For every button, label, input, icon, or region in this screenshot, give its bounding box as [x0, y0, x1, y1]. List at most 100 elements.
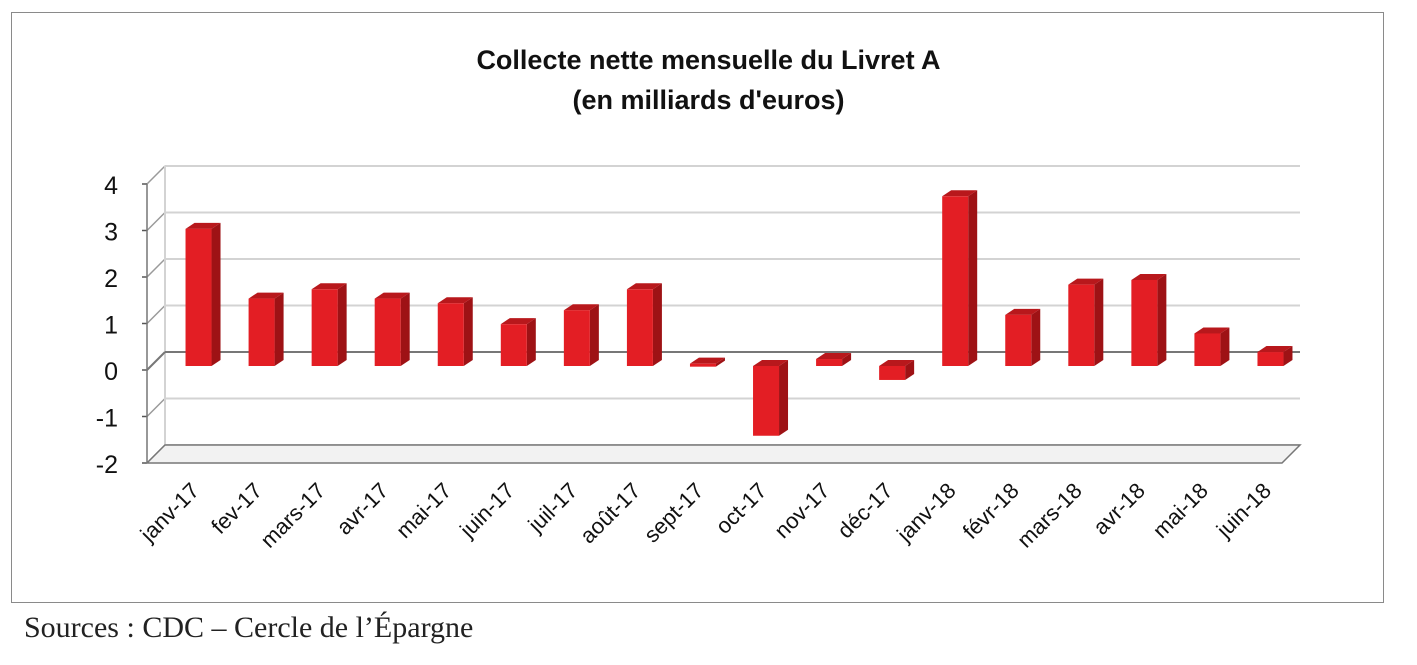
y-tick-label: 2 [104, 265, 118, 293]
bar-side [211, 222, 221, 366]
bar-side [274, 292, 284, 366]
bar-front [563, 310, 590, 366]
bar-front [1131, 279, 1158, 366]
x-tick-label: oct-17 [711, 478, 772, 539]
bar-top [185, 222, 221, 229]
grid-connector [146, 211, 166, 232]
bar [437, 297, 473, 366]
bar-top [1131, 273, 1167, 280]
bar-side [715, 357, 725, 367]
zero-line-connector [146, 351, 166, 371]
bar-front [1068, 284, 1095, 366]
bar-top [563, 304, 599, 311]
bar-front [689, 363, 716, 367]
chart-title-block: Collecte nette mensuelle du Livret A (en… [0, 40, 1417, 120]
bar [1257, 346, 1293, 366]
bar-front [374, 298, 401, 366]
bar-side [337, 283, 347, 366]
bar-top [1257, 346, 1293, 353]
bar [1068, 278, 1104, 366]
bar [311, 283, 347, 366]
bar-top [879, 360, 915, 366]
bar-front [1257, 352, 1284, 366]
bar [563, 304, 599, 366]
x-tick-label: déc-17 [832, 478, 897, 543]
x-tick-label: mai-17 [391, 478, 456, 543]
bar-front [437, 303, 464, 366]
bar-side [526, 318, 536, 366]
bar-front [311, 289, 338, 366]
bar [374, 292, 410, 366]
bar-side [1220, 327, 1230, 366]
x-tick-label: sept-17 [639, 478, 709, 548]
bar-front [1005, 314, 1032, 366]
bar-front [1194, 333, 1221, 366]
x-tick-label: juil-17 [523, 478, 583, 538]
bar-top [1005, 308, 1041, 315]
x-tick-label: mars-17 [255, 478, 330, 553]
bar-side [589, 304, 599, 366]
x-tick-label: avr-17 [331, 478, 393, 540]
x-tick-label: janv-17 [135, 478, 204, 547]
bar-top [437, 297, 473, 304]
x-tick-label: avr-18 [1088, 478, 1150, 540]
bar-top [816, 353, 852, 360]
x-tick-label: juin-18 [1211, 478, 1276, 543]
bar-front [942, 196, 969, 366]
bar [942, 190, 978, 366]
grid-connector [146, 304, 166, 325]
source-note: Sources : CDC – Cercle de l’Épargne [24, 611, 474, 644]
bar-side [463, 297, 473, 366]
bar-side [1031, 308, 1041, 366]
bar-side [905, 360, 915, 380]
bar [248, 292, 284, 366]
bar [689, 357, 725, 367]
bar-side [1094, 278, 1104, 366]
y-tick-label: 4 [104, 172, 118, 200]
y-tick-label: -1 [96, 405, 118, 433]
bar-front [185, 228, 212, 366]
bar-front [753, 366, 780, 436]
bar-top [689, 357, 725, 364]
bar-top [1194, 327, 1230, 334]
grid-connector [146, 165, 166, 185]
bar-top [626, 283, 662, 290]
bar-side [1283, 346, 1293, 366]
bar-side [779, 360, 789, 436]
bar-front [248, 298, 275, 366]
bar [816, 353, 852, 366]
chart-title: Collecte nette mensuelle du Livret A [476, 45, 941, 75]
bar-top [753, 360, 789, 366]
x-tick-label: nov-17 [769, 478, 834, 543]
bar [1005, 308, 1041, 366]
bar-side [842, 353, 852, 366]
x-tick-label: fev-17 [206, 478, 267, 539]
bar-side [1157, 273, 1167, 366]
chart-floor [145, 444, 1302, 464]
bar-top [942, 190, 978, 197]
grid-connector [146, 258, 166, 278]
x-tick-label: juin-17 [454, 478, 519, 543]
bar [626, 283, 662, 366]
bar-top [500, 318, 536, 325]
bar [1131, 273, 1167, 366]
bar-side [968, 190, 978, 366]
y-tick-label: 1 [104, 312, 118, 340]
bar-top [248, 292, 284, 299]
y-tick-label: 3 [104, 219, 118, 247]
x-tick-label: janv-18 [891, 478, 960, 547]
bar [185, 222, 221, 366]
y-tick-label: 0 [104, 358, 118, 386]
bar-front [500, 324, 527, 366]
y-tick-label: -2 [96, 451, 118, 479]
bar-front [626, 289, 653, 366]
x-tick-label: août-17 [575, 478, 645, 548]
bar [1194, 327, 1230, 366]
bar-top [374, 292, 410, 299]
bar-front [816, 359, 843, 366]
bar-side [400, 292, 410, 366]
bar [879, 360, 915, 380]
grid-connector [146, 397, 166, 418]
bar-front [879, 366, 906, 380]
